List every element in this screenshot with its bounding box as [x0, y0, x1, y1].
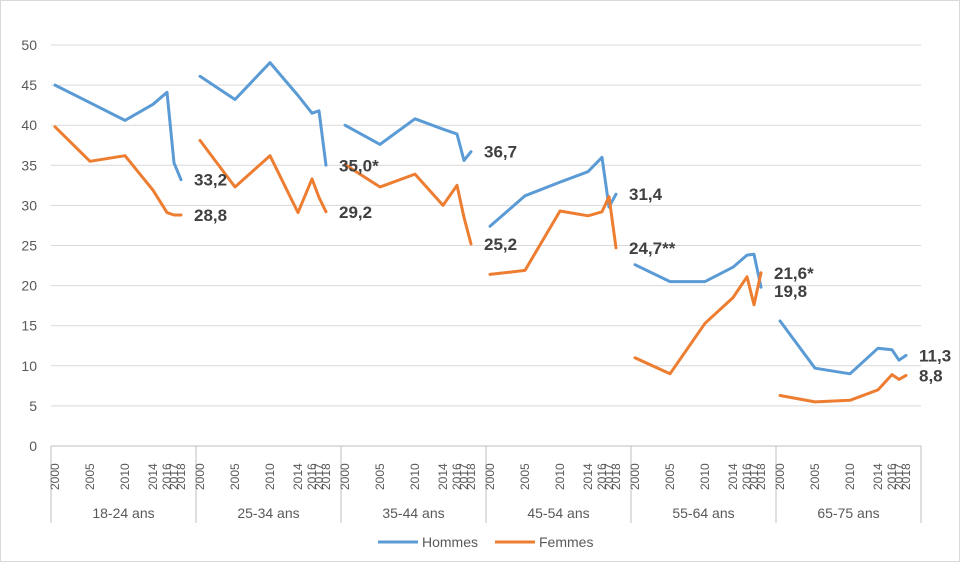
y-tick-label: 25: [21, 238, 37, 254]
x-tick-label: 2005: [228, 463, 242, 490]
x-tick-label: 2018: [754, 463, 768, 490]
series-line-hommes: [343, 117, 473, 162]
x-tick-label: 2010: [408, 463, 422, 490]
x-tick-label: 2010: [263, 463, 277, 490]
x-tick-label: 2000: [48, 463, 62, 490]
data-label: 35,0*: [339, 156, 379, 175]
group-label: 45-54 ans: [527, 505, 589, 521]
x-tick-label: 2017: [602, 463, 616, 490]
x-tick-label: 2005: [808, 463, 822, 490]
data-label: 21,6*: [774, 264, 814, 283]
x-tick-label: 2016: [450, 463, 464, 490]
x-tick-label: 2014: [726, 463, 740, 490]
x-tick-label: 2000: [338, 463, 352, 490]
x-tick-label: 2016: [595, 463, 609, 490]
series-lines: [53, 61, 908, 404]
group-label: 25-34 ans: [237, 505, 299, 521]
data-label: 31,4: [629, 185, 663, 204]
x-tick-label: 2010: [553, 463, 567, 490]
x-tick-label: 2014: [871, 463, 885, 490]
legend-label-hommes: Hommes: [422, 534, 478, 550]
x-tick-label: 2005: [663, 463, 677, 490]
data-labels: 33,2 28,8 35,0* 29,2 36,7 25,2 31,4 24,7** 21,6*…: [194, 143, 951, 386]
x-tick-label: 2018: [609, 463, 623, 490]
x-tick-label: 2018: [319, 463, 333, 490]
group-label: 35-44 ans: [382, 505, 444, 521]
x-tick-label: 2018: [899, 463, 913, 490]
y-tick-label: 5: [29, 398, 37, 414]
x-tick-label: 2017: [167, 463, 181, 490]
x-tick-label: 2016: [885, 463, 899, 490]
data-label: 28,8: [194, 206, 227, 225]
y-tick-label: 15: [21, 318, 37, 334]
x-tick-label: 2014: [291, 463, 305, 490]
y-tick-label: 40: [21, 117, 37, 133]
data-label: 25,2: [484, 235, 517, 254]
x-tick-label: 2010: [118, 463, 132, 490]
series-line-hommes: [778, 319, 908, 376]
series-line-hommes: [488, 155, 618, 228]
x-tick-label: 2017: [892, 463, 906, 490]
series-line-femmes: [343, 163, 473, 246]
series-line-hommes: [53, 83, 183, 182]
x-tick-label: 2010: [843, 463, 857, 490]
x-tick-label: 2017: [312, 463, 326, 490]
series-line-hommes: [198, 61, 328, 167]
group-label: 65-75 ans: [817, 505, 879, 521]
data-label: 19,8: [774, 282, 807, 301]
data-label: 8,8: [919, 366, 943, 385]
series-line-femmes: [53, 125, 183, 217]
x-tick-label: 2014: [581, 463, 595, 490]
x-tick-label: 2005: [518, 463, 532, 490]
x-tick-label: 2016: [305, 463, 319, 490]
x-tick-label: 2016: [740, 463, 754, 490]
series-line-femmes: [633, 271, 763, 376]
x-tick-label: 2000: [628, 463, 642, 490]
x-tick-label: 2000: [773, 463, 787, 490]
group-label: 55-64 ans: [672, 505, 734, 521]
y-tick-label: 10: [21, 358, 37, 374]
y-tick-label: 30: [21, 197, 37, 213]
x-tick-label: 2017: [747, 463, 761, 490]
y-tick-label: 0: [29, 438, 37, 454]
x-tick-label: 2005: [373, 463, 387, 490]
y-tick-label: 20: [21, 278, 37, 294]
y-tick-label: 45: [21, 77, 37, 93]
x-tick-label: 2018: [174, 463, 188, 490]
series-line-hommes: [633, 252, 763, 289]
x-tick-label: 2016: [160, 463, 174, 490]
x-tick-label: 2010: [698, 463, 712, 490]
y-tick-label: 50: [21, 37, 37, 53]
x-tick-label: 2018: [464, 463, 478, 490]
data-label: 36,7: [484, 143, 517, 162]
x-tick-label: 2005: [83, 463, 97, 490]
x-tick-label: 2000: [193, 463, 207, 490]
series-line-femmes: [488, 195, 618, 276]
legend-label-femmes: Femmes: [539, 534, 593, 550]
y-tick-label: 35: [21, 157, 37, 173]
x-tick-label: 2017: [457, 463, 471, 490]
x-tick-label: 2014: [146, 463, 160, 490]
x-tick-label: 2014: [436, 463, 450, 490]
series-line-femmes: [778, 373, 908, 404]
data-label: 11,3: [919, 346, 951, 365]
data-label: 33,2: [194, 171, 227, 190]
series-line-femmes: [198, 138, 328, 215]
data-label: 29,2: [339, 203, 372, 222]
group-label: 18-24 ans: [92, 505, 154, 521]
legend: Hommes Femmes: [378, 534, 593, 550]
data-label: 24,7**: [629, 239, 676, 258]
x-tick-label: 2000: [483, 463, 497, 490]
